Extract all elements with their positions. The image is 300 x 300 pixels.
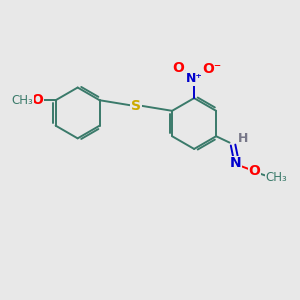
Text: O: O — [248, 164, 260, 178]
Text: O⁻: O⁻ — [202, 62, 221, 76]
Text: O: O — [31, 93, 43, 107]
Text: N: N — [230, 156, 242, 170]
Text: H: H — [238, 132, 248, 145]
Text: S: S — [131, 98, 141, 112]
Text: N⁺: N⁺ — [186, 72, 202, 85]
Text: O: O — [173, 61, 184, 75]
Text: CH₃: CH₃ — [12, 94, 33, 107]
Text: CH₃: CH₃ — [265, 171, 287, 184]
